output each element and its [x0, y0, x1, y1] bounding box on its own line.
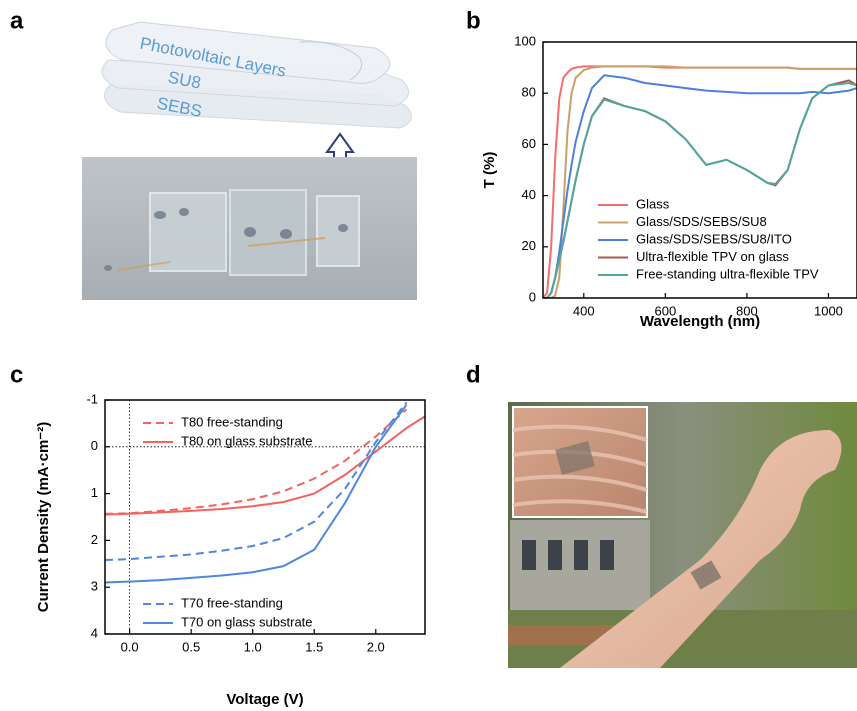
- legend-label: Ultra-flexible TPV on glass: [636, 249, 789, 264]
- y-axis-title: T (%): [481, 152, 498, 189]
- y-tick-label: 4: [91, 625, 98, 640]
- panel-label: a: [10, 7, 24, 34]
- panel-label: d: [466, 361, 481, 388]
- x-tick-label: 1.5: [305, 639, 323, 654]
- panel-label: c: [10, 361, 23, 388]
- legend-label: Glass/SDS/SEBS/SU8/ITO: [636, 231, 792, 246]
- photo-samples: [82, 157, 417, 300]
- plot-frame: [542, 41, 857, 299]
- legend-label: T80 on glass substrate: [181, 433, 313, 448]
- x-tick-label: 1000: [814, 303, 843, 318]
- x-tick-label: 0.5: [182, 639, 200, 654]
- x-tick-label: 1.0: [244, 639, 262, 654]
- legend-label: Free-standing ultra-flexible TPV: [636, 266, 819, 281]
- series-line: [105, 408, 408, 515]
- panel-label: b: [466, 7, 481, 34]
- y-tick-label: 1: [91, 485, 98, 500]
- series-line: [543, 81, 857, 298]
- x-tick-label: 800: [736, 303, 758, 318]
- legend-label: Glass: [636, 196, 670, 211]
- x-axis-title: Voltage (V): [226, 691, 303, 708]
- series-line: [543, 74, 857, 298]
- photo-wrist: [508, 402, 857, 668]
- plot-frame: [104, 399, 426, 635]
- y-tick-label: 3: [91, 579, 98, 594]
- layer-illustration: [101, 21, 412, 129]
- series-line: [543, 79, 857, 298]
- y-tick-label: 100: [514, 33, 536, 48]
- series-line: [105, 401, 408, 562]
- y-tick-label: -1: [86, 391, 98, 406]
- y-axis-title: Current Density (mA·cm⁻²): [35, 422, 52, 612]
- y-tick-label: 0: [91, 438, 98, 453]
- series-line: [105, 415, 425, 516]
- legend-label: T80 free-standing: [181, 414, 283, 429]
- x-tick-label: 0.0: [121, 639, 139, 654]
- legend-label: Glass/SDS/SEBS/SU8: [636, 214, 767, 229]
- y-tick-label: 40: [522, 187, 536, 202]
- y-tick-label: 80: [522, 85, 536, 100]
- x-tick-label: 400: [573, 303, 595, 318]
- x-axis-title: Wavelength (nm): [640, 313, 760, 330]
- x-tick-label: 2.0: [367, 639, 385, 654]
- legend-label: T70 on glass substrate: [181, 614, 313, 629]
- y-tick-label: 2: [91, 532, 98, 547]
- y-tick-label: 0: [529, 289, 536, 304]
- legend-label: T70 free-standing: [181, 595, 283, 610]
- y-tick-label: 60: [522, 136, 536, 151]
- x-tick-label: 600: [654, 303, 676, 318]
- series-line: [105, 404, 408, 584]
- y-tick-label: 20: [522, 238, 536, 253]
